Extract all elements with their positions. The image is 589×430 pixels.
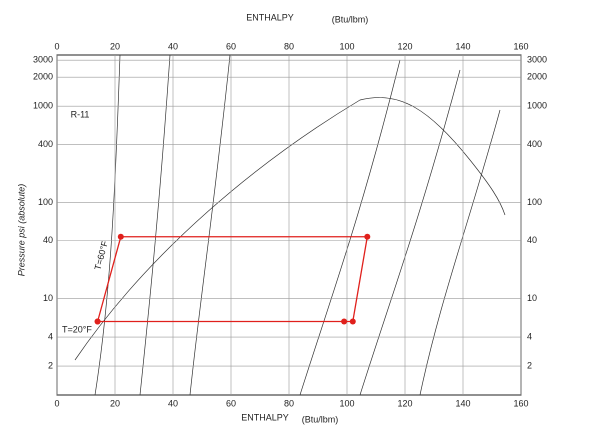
x-tick-label: 60 xyxy=(226,41,236,51)
y-tick-label: 2000 xyxy=(527,72,547,82)
y-tick-label: 3000 xyxy=(527,55,547,65)
x-tick-label: 160 xyxy=(513,398,528,408)
y-tick-label: 400 xyxy=(527,139,542,149)
y-tick-label: 1000 xyxy=(527,101,547,111)
x-tick-label: 40 xyxy=(168,398,178,408)
y-tick-label: 40 xyxy=(43,235,53,245)
saturation-dome xyxy=(74,54,506,396)
x-tick-label: 120 xyxy=(397,398,412,408)
y-tick-label: 400 xyxy=(38,139,53,149)
x-tick-label: 100 xyxy=(339,41,354,51)
x-tick-label: 80 xyxy=(284,398,294,408)
cycle-line xyxy=(96,236,369,323)
y-tick-label: 3000 xyxy=(33,55,53,65)
x-tick-label: 20 xyxy=(110,41,120,51)
chart-title: R-11 xyxy=(71,109,90,119)
x-axis-unit: (Btu/lbm) xyxy=(302,414,339,424)
y-tick-label: 10 xyxy=(43,293,53,303)
y-tick-label: 2 xyxy=(48,360,53,370)
x-axis-title: ENTHALPY xyxy=(241,412,289,422)
x-axis-title: ENTHALPY xyxy=(246,12,294,22)
y-tick-label: 40 xyxy=(527,235,537,245)
x-tick-label: 140 xyxy=(455,41,470,51)
x-tick-label: 60 xyxy=(226,398,236,408)
x-tick-label: 120 xyxy=(397,41,412,51)
x-tick-label: 0 xyxy=(54,398,59,408)
y-tick-label: 4 xyxy=(527,331,532,341)
y-tick-label: 100 xyxy=(38,197,53,207)
x-tick-label: 20 xyxy=(110,398,120,408)
y-axis-title: Pressure psi (absolute) xyxy=(16,184,26,277)
x-tick-label: 100 xyxy=(339,398,354,408)
state-point xyxy=(349,318,356,325)
x-tick-label: 160 xyxy=(513,41,528,51)
state-point xyxy=(94,318,101,325)
y-tick-label: 1000 xyxy=(33,101,53,111)
y-tick-label: 100 xyxy=(527,197,542,207)
x-tick-label: 140 xyxy=(455,398,470,408)
x-tick-label: 80 xyxy=(284,41,294,51)
x-tick-label: 0 xyxy=(54,41,59,51)
x-tick-label: 40 xyxy=(168,41,178,51)
y-tick-label: 2 xyxy=(527,360,532,370)
y-tick-label: 4 xyxy=(48,331,53,341)
x-axis-unit: (Btu/lbm) xyxy=(332,14,369,24)
y-tick-label: 2000 xyxy=(33,72,53,82)
state-point xyxy=(117,233,124,240)
state-point xyxy=(341,318,348,325)
annotation: T=20°F xyxy=(62,324,92,334)
state-point xyxy=(364,233,371,240)
y-tick-label: 10 xyxy=(527,293,537,303)
